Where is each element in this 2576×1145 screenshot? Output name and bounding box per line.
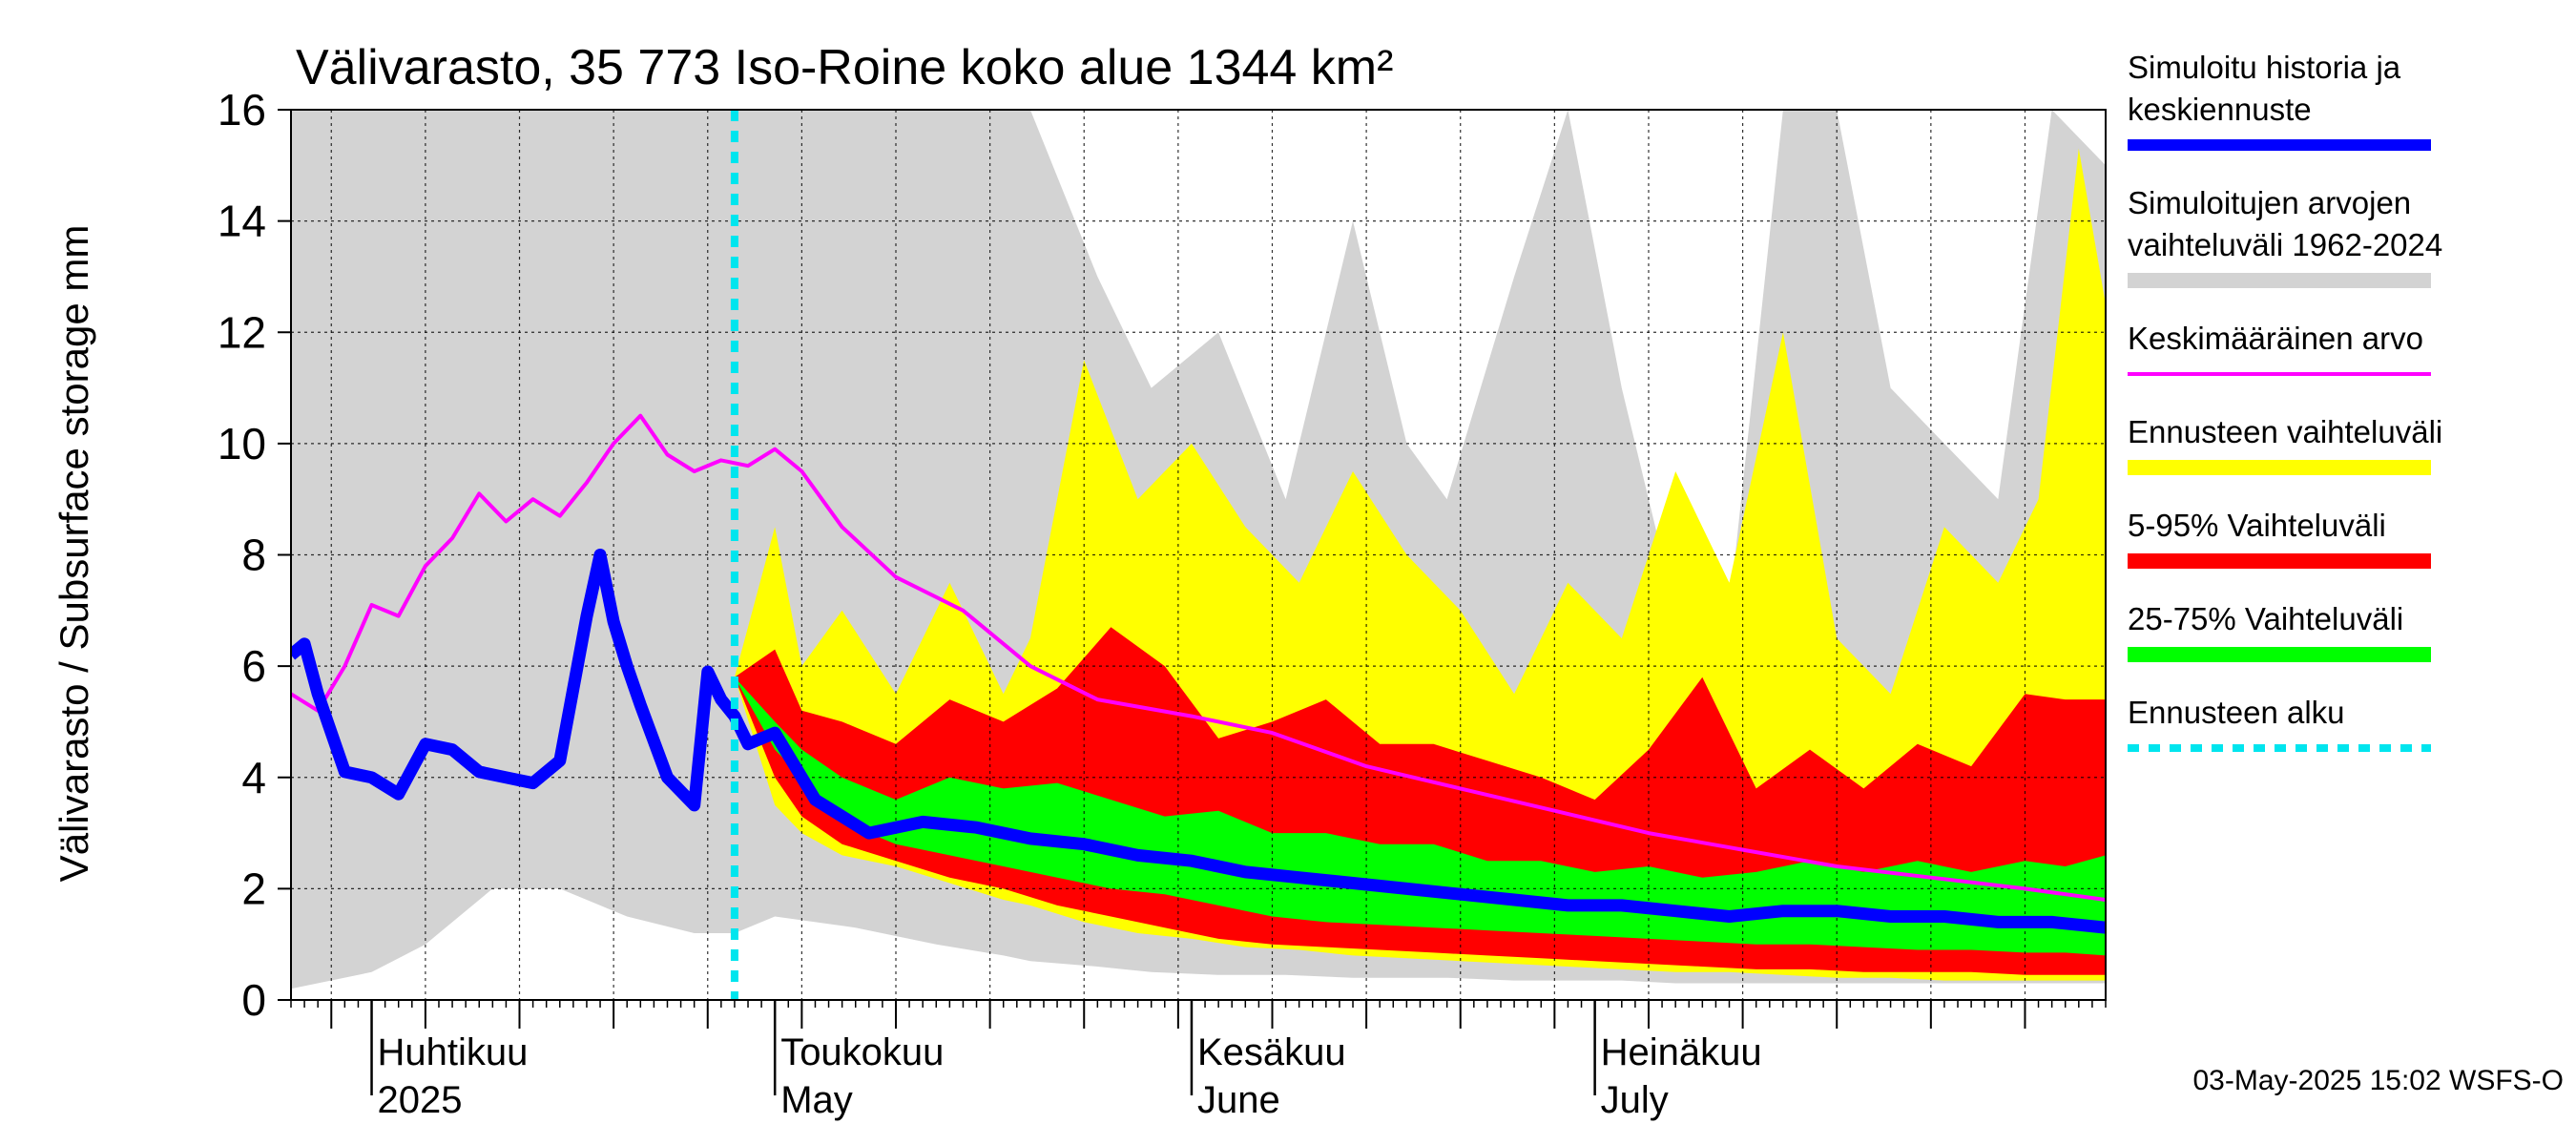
month-label-3: Heinäkuu [1601, 1031, 1762, 1073]
legend-label-1: vaihteluväli 1962-2024 [2128, 227, 2442, 262]
y-tick-label: 2 [241, 864, 266, 913]
month-label-2: Kesäkuu [1197, 1031, 1346, 1073]
plot-area: 0 2 4 6 8 10 12 14 16 Huhtikuu 2025 Toukokuu May Kesä… [218, 85, 2107, 1121]
legend-label-1: Simuloitujen arvojen [2128, 185, 2411, 220]
line-series-1 [291, 549, 2106, 934]
legend-label-2: Keskimääräinen arvo [2128, 321, 2423, 356]
line-group [291, 413, 2106, 934]
chart-title: Välivarasto, 35 773 Iso-Roine koko alue … [296, 40, 1393, 95]
legend-label-4: 5-95% Vaihteluväli [2128, 508, 2386, 543]
line-series-0 [291, 413, 2106, 902]
y-tick-label: 10 [218, 419, 266, 468]
month-label-1-sub: May [780, 1079, 853, 1121]
y-tick-label: 0 [241, 975, 266, 1025]
y-tick-label: 12 [218, 307, 266, 357]
legend-label-6: Ennusteen alku [2128, 695, 2345, 730]
legend-label-5: 25-75% Vaihteluväli [2128, 601, 2403, 636]
y-tick-label: 14 [218, 197, 266, 246]
y-tick-label: 16 [218, 85, 266, 135]
legend-label-3: Ennusteen vaihteluväli [2128, 414, 2442, 449]
timestamp: 03-May-2025 15:02 WSFS-O [2193, 1065, 2565, 1096]
y-axis-label: Välivarasto / Subsurface storage mm [52, 225, 96, 883]
band-3 [734, 677, 2106, 956]
y-tick-label: 4 [241, 753, 266, 802]
month-label-0: Huhtikuu [378, 1031, 529, 1073]
y-tick-label: 6 [241, 641, 266, 691]
legend-label-0: Simuloitu historia ja [2128, 50, 2401, 85]
gridlines [291, 109, 2106, 1001]
y-tick-label: 8 [241, 531, 266, 580]
month-label-0-sub: 2025 [378, 1079, 463, 1121]
month-label-2-sub: June [1197, 1079, 1280, 1121]
legend-label-0: keskiennuste [2128, 92, 2312, 127]
month-label-3-sub: July [1601, 1079, 1669, 1121]
month-label-1: Toukokuu [780, 1031, 944, 1073]
legend: Simuloitu historia ja keskiennuste Simuloi… [2128, 50, 2442, 752]
band-group [291, 110, 2106, 989]
